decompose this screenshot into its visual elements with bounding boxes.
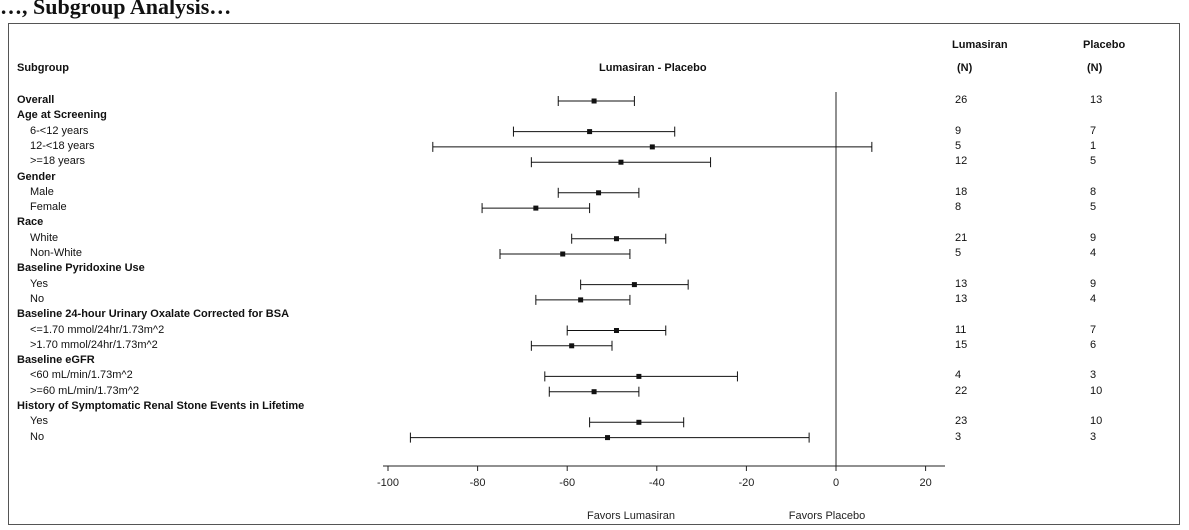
- point-estimate: [649, 144, 655, 150]
- point-estimate: [569, 343, 575, 349]
- subgroup-label: No: [30, 292, 45, 305]
- header-subgroup: Subgroup: [17, 62, 69, 74]
- point-estimate: [618, 159, 624, 165]
- n-placebo: 3: [1090, 430, 1097, 443]
- header-lumasiran: Lumasiran: [952, 39, 1008, 51]
- x-tick-label: 20: [919, 477, 931, 489]
- n-placebo: 10: [1090, 384, 1103, 397]
- subgroup-heading: Overall: [17, 94, 55, 106]
- n-placebo: 6: [1090, 338, 1097, 351]
- point-estimate: [613, 236, 619, 242]
- n-placebo: 7: [1090, 323, 1097, 336]
- x-tick-label: -60: [559, 477, 575, 489]
- header-placebo: Placebo: [1083, 39, 1126, 51]
- n-lumasiran: 4: [955, 369, 962, 382]
- n-lumasiran: 9: [955, 124, 962, 137]
- n-lumasiran: 23: [955, 415, 968, 428]
- n-lumasiran: 15: [955, 338, 968, 351]
- point-estimate: [605, 435, 611, 441]
- n-lumasiran: 5: [955, 139, 962, 152]
- subgroup-label: <60 mL/min/1.73m^2: [30, 369, 133, 382]
- subgroup-label: White: [30, 231, 59, 244]
- n-lumasiran: 21: [955, 231, 968, 244]
- point-estimate: [591, 98, 597, 104]
- subgroup-heading: Race: [17, 216, 44, 229]
- subgroup-label: <=1.70 mmol/24hr/1.73m^2: [30, 323, 165, 336]
- n-placebo: 8: [1090, 185, 1097, 198]
- n-lumasiran: 26: [955, 94, 968, 106]
- subgroup-label: >=18 years: [30, 155, 86, 168]
- subgroup-label: Non-White: [30, 247, 82, 259]
- n-placebo: 9: [1090, 277, 1097, 290]
- n-lumasiran: 5: [955, 247, 962, 259]
- subgroup-label: Female: [30, 201, 67, 214]
- header-lumasiran-n: (N): [957, 62, 973, 74]
- subgroup-heading: Baseline 24-hour Urinary Oxalate Correct…: [17, 308, 290, 321]
- header-placebo-n: (N): [1087, 62, 1103, 74]
- point-estimate: [636, 419, 642, 425]
- n-lumasiran: 13: [955, 292, 968, 305]
- subgroup-label: No: [30, 430, 45, 443]
- n-placebo: 5: [1090, 155, 1097, 168]
- x-tick-label: -100: [377, 477, 399, 489]
- n-placebo: 10: [1090, 415, 1103, 428]
- n-lumasiran: 12: [955, 155, 968, 168]
- n-placebo: 4: [1090, 247, 1097, 259]
- subgroup-label: >1.70 mmol/24hr/1.73m^2: [30, 338, 158, 351]
- forest-plot-frame: [8, 23, 1180, 525]
- subgroup-label: Male: [30, 185, 54, 198]
- n-placebo: 9: [1090, 231, 1097, 244]
- header-difference: Lumasiran - Placebo: [599, 62, 707, 74]
- point-estimate: [613, 328, 619, 333]
- subgroup-label: >=60 mL/min/1.73m^2: [30, 384, 140, 397]
- subgroup-label: Yes: [30, 415, 48, 428]
- subgroup-heading: History of Symptomatic Renal Stone Event…: [17, 400, 305, 412]
- n-placebo: 13: [1090, 94, 1103, 106]
- footer-favors-placebo: Favors Placebo: [789, 510, 865, 522]
- x-tick-label: 0: [833, 477, 839, 489]
- n-placebo: 7: [1090, 124, 1097, 137]
- subgroup-heading: Baseline eGFR: [17, 354, 95, 367]
- n-placebo: 3: [1090, 369, 1097, 382]
- point-estimate: [533, 205, 539, 211]
- n-lumasiran: 13: [955, 277, 968, 290]
- footer-favors-lumasiran: Favors Lumasiran: [587, 510, 675, 522]
- subgroup-label: 12-<18 years: [30, 139, 95, 152]
- n-placebo: 4: [1090, 292, 1097, 305]
- point-estimate: [587, 129, 593, 135]
- subgroup-label: Yes: [30, 277, 48, 290]
- n-placebo: 1: [1090, 139, 1097, 152]
- subgroup-heading: Baseline Pyridoxine Use: [17, 262, 145, 275]
- subgroup-heading: Age at Screening: [17, 109, 107, 122]
- x-tick-label: -40: [649, 477, 665, 489]
- n-placebo: 5: [1090, 201, 1097, 214]
- n-lumasiran: 8: [955, 201, 962, 214]
- n-lumasiran: 3: [955, 430, 962, 443]
- n-lumasiran: 18: [955, 185, 968, 198]
- n-lumasiran: 22: [955, 384, 968, 397]
- point-estimate: [631, 282, 637, 288]
- point-estimate: [578, 297, 584, 303]
- x-tick-label: -20: [738, 477, 754, 489]
- point-estimate: [636, 373, 642, 379]
- page-title: …, Subgroup Analysis…: [0, 0, 232, 19]
- point-estimate: [560, 251, 566, 257]
- point-estimate: [591, 389, 597, 395]
- x-tick-label: -80: [470, 477, 486, 489]
- subgroup-heading: Gender: [17, 170, 56, 183]
- n-lumasiran: 11: [955, 323, 967, 336]
- point-estimate: [596, 190, 602, 196]
- subgroup-label: 6-<12 years: [30, 124, 89, 137]
